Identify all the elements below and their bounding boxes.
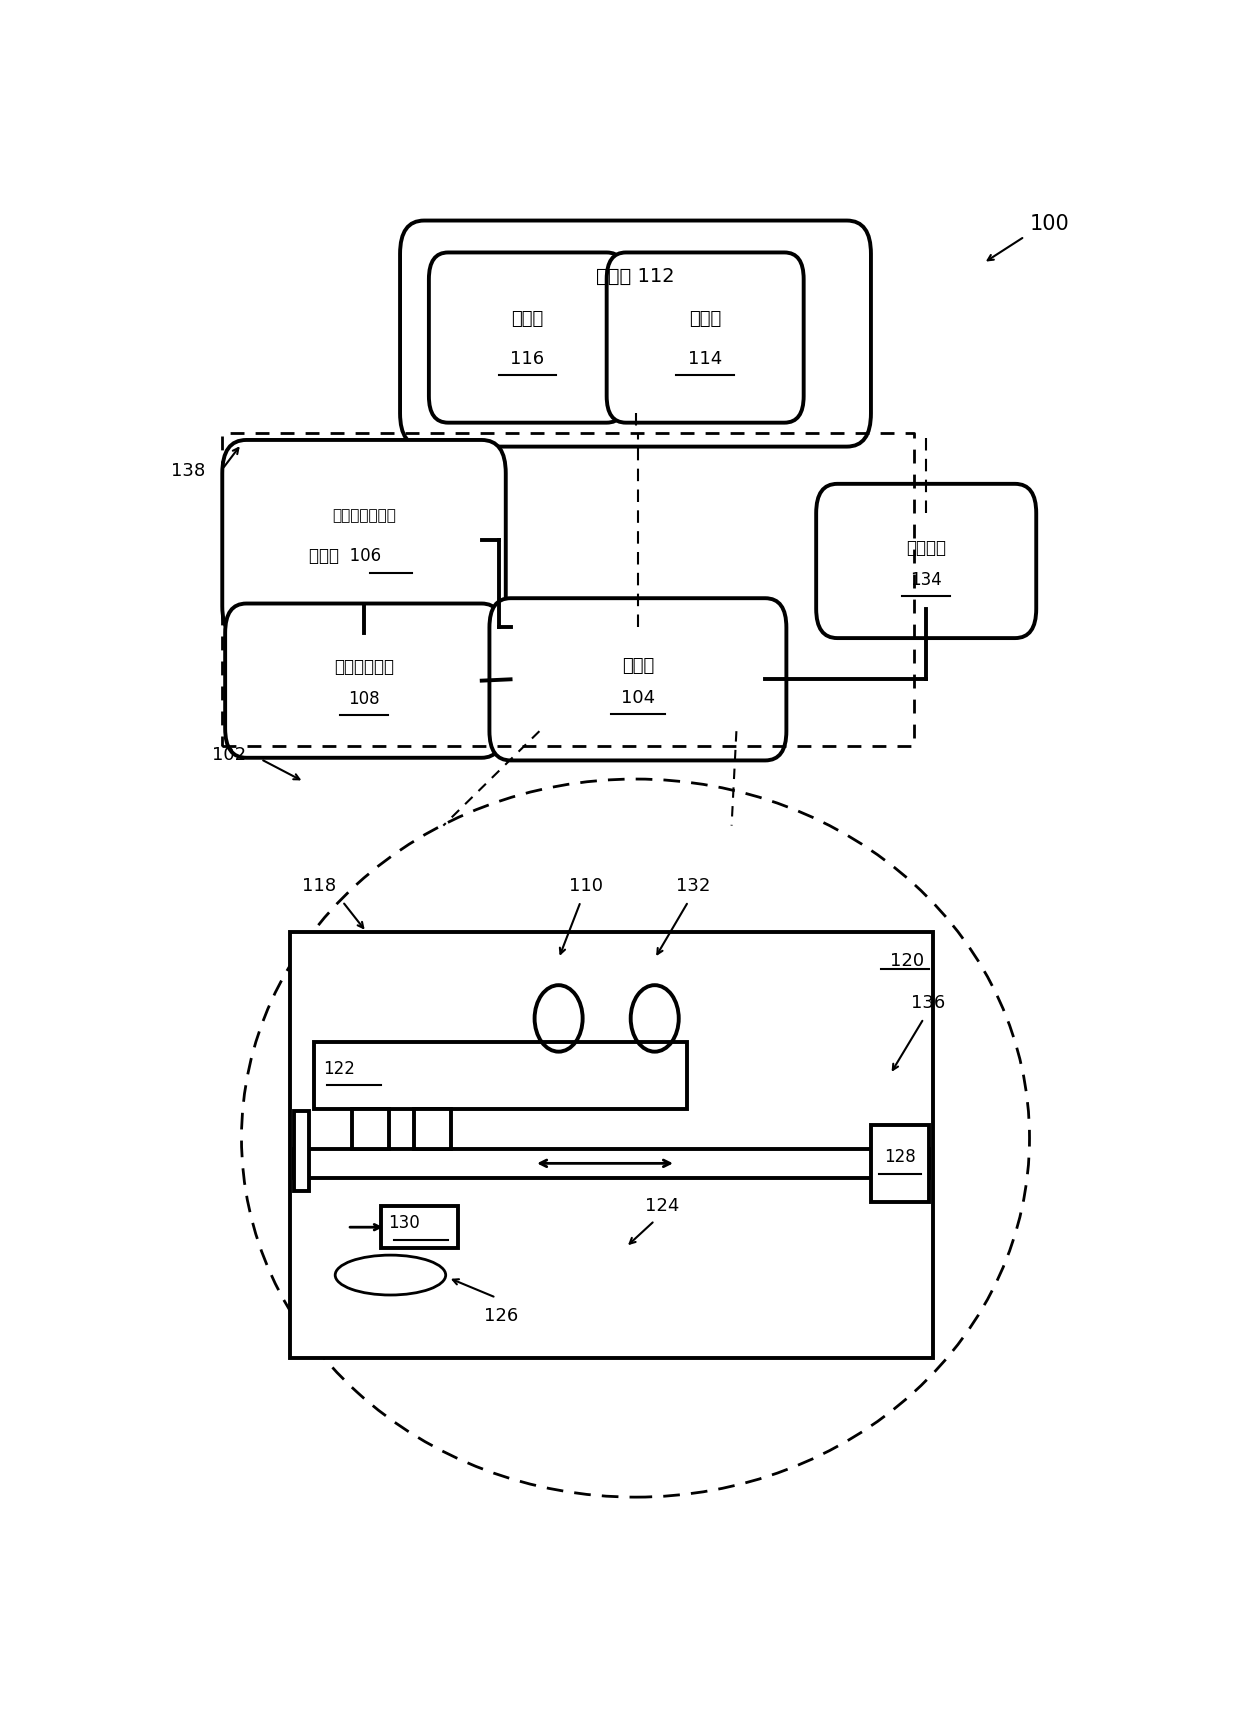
FancyBboxPatch shape xyxy=(816,484,1037,637)
Text: 108: 108 xyxy=(348,691,379,708)
Text: 114: 114 xyxy=(688,351,722,368)
Text: 134: 134 xyxy=(910,570,942,589)
Text: 116: 116 xyxy=(511,351,544,368)
Ellipse shape xyxy=(242,779,1029,1497)
FancyBboxPatch shape xyxy=(226,603,503,758)
Text: 138: 138 xyxy=(171,461,205,480)
Text: 104: 104 xyxy=(621,689,655,706)
FancyBboxPatch shape xyxy=(222,440,506,639)
Text: 处理室: 处理室 xyxy=(621,656,653,675)
FancyBboxPatch shape xyxy=(490,598,786,760)
Text: 流体源  106: 流体源 106 xyxy=(309,547,381,565)
FancyBboxPatch shape xyxy=(606,252,804,423)
Text: 真空系统: 真空系统 xyxy=(906,539,946,556)
Text: 存储器: 存储器 xyxy=(689,309,722,328)
FancyBboxPatch shape xyxy=(429,252,626,423)
Bar xyxy=(352,1109,388,1148)
Bar xyxy=(290,933,934,1357)
Bar xyxy=(414,1109,451,1148)
Text: 132: 132 xyxy=(676,877,711,895)
Text: 122: 122 xyxy=(324,1060,355,1078)
Bar xyxy=(381,1205,458,1249)
Text: 控制器 112: 控制器 112 xyxy=(596,268,675,287)
Text: 102: 102 xyxy=(212,746,247,763)
Text: 100: 100 xyxy=(1029,214,1069,233)
Text: 124: 124 xyxy=(645,1197,680,1216)
Text: 126: 126 xyxy=(484,1307,518,1325)
Text: 低温冷却系统: 低温冷却系统 xyxy=(334,658,394,677)
Text: 130: 130 xyxy=(388,1214,420,1231)
Text: 136: 136 xyxy=(911,993,946,1012)
Ellipse shape xyxy=(335,1256,445,1295)
Text: 处理器: 处理器 xyxy=(511,309,543,328)
Text: 128: 128 xyxy=(884,1148,915,1166)
Bar xyxy=(870,1124,929,1202)
FancyBboxPatch shape xyxy=(401,221,870,447)
Bar xyxy=(314,1043,687,1109)
Text: 118: 118 xyxy=(301,877,336,895)
Text: 110: 110 xyxy=(568,877,603,895)
Text: （一个或多个）: （一个或多个） xyxy=(332,508,396,523)
Bar xyxy=(294,1148,929,1178)
Text: 120: 120 xyxy=(889,952,924,971)
Bar xyxy=(294,1112,309,1192)
